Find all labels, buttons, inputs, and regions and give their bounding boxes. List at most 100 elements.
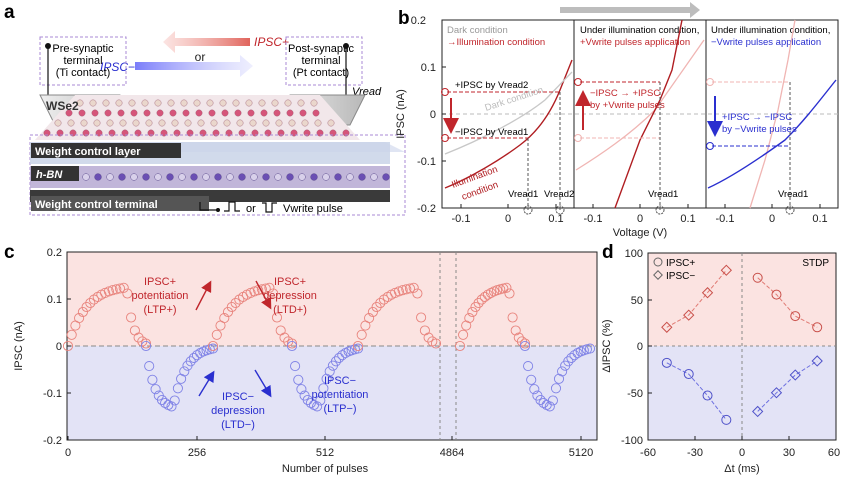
- d-legend-plus: IPSC+: [666, 258, 695, 269]
- c-ytick-0: 0.2: [47, 247, 62, 259]
- wse2-atom: [219, 99, 227, 107]
- c-point-minus: [584, 343, 596, 354]
- d-point-minus: [683, 309, 695, 321]
- b2-title-2: +Vwrite pulses application: [580, 37, 690, 48]
- hbn-atom: [238, 173, 246, 181]
- b3-xtick-2: 0.1: [812, 213, 827, 225]
- c-point-minus: [207, 343, 219, 354]
- d-point-minus: [661, 321, 673, 333]
- d-ytick-2: 0: [637, 341, 643, 353]
- d-xlabel: Δt (ms): [724, 463, 759, 475]
- c-ltd-plus-2: depression: [263, 290, 317, 302]
- b-ytick-2: 0: [430, 109, 436, 121]
- b3-curve: [707, 79, 837, 189]
- panel-label-b: b: [398, 8, 410, 29]
- c-xtick-3: 4864: [440, 447, 464, 459]
- d-legend-minus: IPSC−: [666, 271, 695, 282]
- d-fit-line: [666, 362, 727, 421]
- c-point-plus: [513, 332, 524, 343]
- d-point-plus: [790, 311, 801, 322]
- hbn-atom: [334, 173, 342, 181]
- b-ylabel: IPSC (nA): [395, 89, 407, 139]
- c-point-plus: [507, 312, 518, 323]
- ground-wire: [199, 202, 218, 211]
- hbn-atom: [178, 173, 186, 181]
- wse2-atom: [156, 109, 164, 117]
- c-point-plus: [473, 297, 484, 309]
- c-point-minus: [569, 350, 580, 361]
- wse2-atom: [76, 99, 84, 107]
- or-label: or: [195, 50, 206, 64]
- b3-arrow-text-1: +IPSC → −IPSC: [722, 112, 792, 123]
- wse2-atom: [258, 99, 266, 107]
- c-point-minus: [305, 397, 316, 409]
- wse2-atom: [297, 99, 305, 107]
- b2-title-1: Under illumination condition,: [580, 25, 699, 36]
- b1-title-2: →Illumination condition: [447, 37, 545, 48]
- b-ytick-1: 0.1: [421, 62, 436, 74]
- b2-vread-marker: [655, 205, 665, 215]
- b2-arrow-text-1: −IPSC → +IPSC: [590, 88, 660, 99]
- c-point-plus: [85, 297, 96, 309]
- wse2-atom: [93, 119, 101, 127]
- d-xtick-4: 60: [828, 447, 840, 459]
- c-point-plus: [279, 332, 290, 343]
- b3-title-1: Under illumination condition,: [711, 25, 830, 36]
- b1-minus-label: −IPSC by Vread1: [455, 127, 528, 138]
- d-xtick-0: -60: [640, 447, 656, 459]
- wse2-atom: [314, 119, 322, 127]
- hbn-lattice: [82, 173, 390, 181]
- c-point-minus: [324, 366, 335, 377]
- wse2-atom: [312, 109, 320, 117]
- c-positive-bg: [67, 252, 597, 346]
- hbn-atom: [226, 173, 234, 181]
- wse2-atom: [104, 109, 112, 117]
- d-point-minus: [770, 387, 783, 399]
- c-point-minus: [144, 361, 155, 372]
- c-ltp-minus-2: potentiation: [312, 389, 369, 401]
- c-point-minus: [172, 383, 183, 394]
- wse2-atom: [193, 99, 201, 107]
- c-ltd-plus-3: (LTD+): [273, 304, 307, 316]
- c-point-minus: [334, 352, 345, 363]
- wse2-atom: [195, 109, 203, 117]
- hbn-atom: [154, 173, 162, 181]
- d-xtick-1: -30: [687, 447, 703, 459]
- ipsc-plus-arrow: [163, 31, 250, 53]
- d-point-minus: [701, 287, 714, 299]
- d-ticks: [647, 252, 837, 441]
- c-point-plus: [364, 313, 375, 324]
- c-point-plus: [408, 282, 419, 293]
- c-ltd-minus-3: (LTD−): [221, 419, 255, 431]
- hbn-atom: [214, 173, 222, 181]
- c-point-plus: [207, 340, 219, 352]
- wse2-lattice: [35, 95, 360, 140]
- c-point-plus: [74, 313, 85, 324]
- c-point-minus: [538, 397, 549, 409]
- wse2-atom: [262, 119, 270, 127]
- hbn-atom: [94, 173, 102, 181]
- hbn-atom: [274, 173, 282, 181]
- hbn-atom: [298, 173, 306, 181]
- c-point-minus: [563, 356, 574, 367]
- b1-plus-label: +IPSC by Vread2: [455, 80, 528, 91]
- c-point-plus: [219, 313, 230, 324]
- c-point-minus: [315, 395, 326, 406]
- weight-terminal-label: Weight control terminal: [35, 199, 158, 211]
- c-point-plus: [367, 306, 378, 318]
- post-title: Post-synaptic: [288, 43, 355, 55]
- hbn-atom: [370, 173, 378, 181]
- d-point-minus: [789, 369, 801, 381]
- b3-xtick-0: -0.1: [716, 213, 735, 225]
- d-point-plus: [752, 272, 763, 283]
- wse2-atom: [91, 109, 99, 117]
- c-point-plus: [510, 325, 521, 336]
- wse2-atom: [169, 109, 177, 117]
- c-point-plus: [352, 340, 364, 352]
- wse2-atom: [128, 99, 136, 107]
- c-point-plus: [211, 329, 222, 340]
- wse2-atom: [206, 99, 214, 107]
- hbn-atom: [346, 173, 354, 181]
- hbn-atom: [166, 173, 174, 181]
- panel-b: b 0.2 0.1 0 -0.1 -0.2 IPSC (nA) -0.1 0 0…: [395, 2, 839, 239]
